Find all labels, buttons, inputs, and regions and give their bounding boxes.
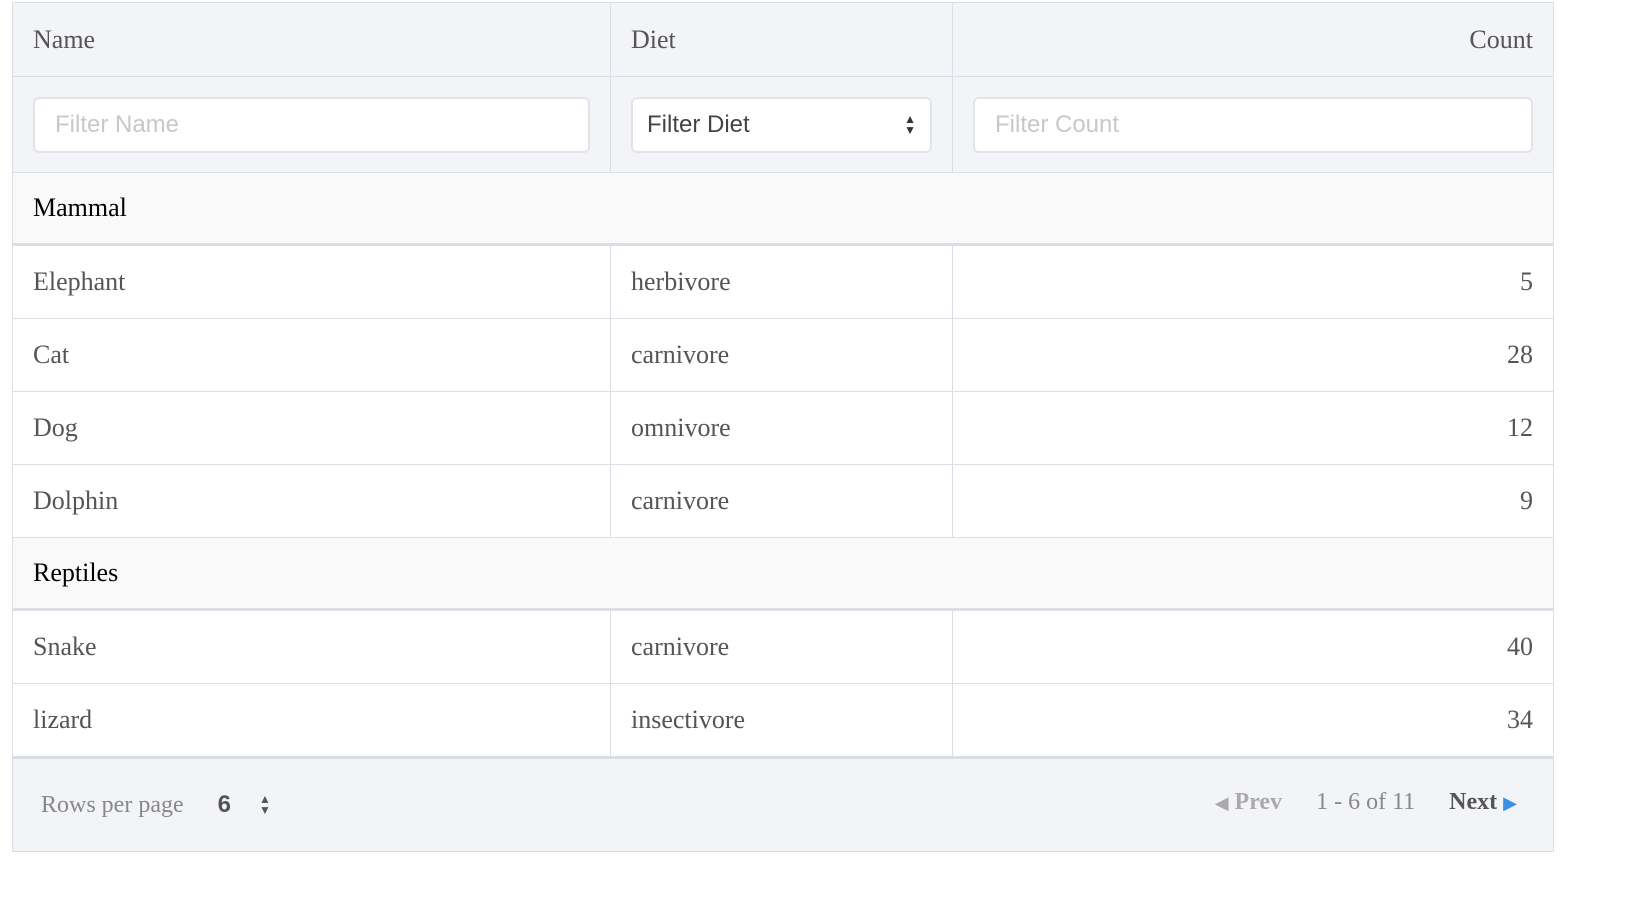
pagination-footer: Rows per page 6 ▲ ▼ ◀ Prev 1 - 6 of 11 Nex… xyxy=(13,756,1553,851)
rows-per-page-select[interactable]: 6 ▲ ▼ xyxy=(218,791,271,819)
table-row[interactable]: Dog omnivore 12 xyxy=(13,392,1553,465)
cell-name: lizard xyxy=(13,684,611,756)
select-arrows-icon: ▲ ▼ xyxy=(259,792,271,817)
caret-left-icon: ◀ xyxy=(1214,792,1229,813)
table-row[interactable]: Elephant herbivore 5 xyxy=(13,246,1553,319)
rows-per-page-value: 6 xyxy=(217,791,231,818)
page-range: 1 - 6 of 11 xyxy=(1316,788,1416,815)
group-label: Mammal xyxy=(33,193,127,222)
cell-name: Elephant xyxy=(13,246,611,318)
cell-count: 5 xyxy=(1520,267,1533,296)
data-table: Name Diet Count Filter Diet ▲▼ Mammal Elep… xyxy=(12,2,1554,852)
filter-diet-value: Filter Diet xyxy=(647,110,750,138)
table-row[interactable]: Cat carnivore 28 xyxy=(13,319,1553,392)
group-row: Reptiles xyxy=(13,538,1553,611)
cell-diet: carnivore xyxy=(611,319,953,391)
group-row: Mammal xyxy=(13,173,1553,246)
table-row[interactable]: Dolphin carnivore 9 xyxy=(13,465,1553,538)
cell-count: 9 xyxy=(1520,486,1533,515)
column-header-name[interactable]: Name xyxy=(13,3,611,76)
cell-diet: carnivore xyxy=(611,465,953,537)
cell-name: Snake xyxy=(13,611,611,683)
cell-diet: insectivore xyxy=(611,684,953,756)
column-header-count[interactable]: Count xyxy=(1469,24,1533,54)
caret-right-icon: ▶ xyxy=(1503,792,1517,813)
cell-count: 34 xyxy=(1507,705,1533,734)
next-button[interactable]: Next ▶ xyxy=(1449,788,1517,815)
cell-diet: herbivore xyxy=(611,246,953,318)
filter-row: Filter Diet ▲▼ xyxy=(13,77,1553,173)
filter-count-input[interactable] xyxy=(973,96,1533,153)
cell-name: Dolphin xyxy=(13,465,611,537)
table-row[interactable]: Snake carnivore 40 xyxy=(13,611,1553,684)
filter-name-input[interactable] xyxy=(33,96,590,153)
cell-name: Dog xyxy=(13,392,611,464)
table-row[interactable]: lizard insectivore 34 xyxy=(13,684,1553,757)
filter-diet-select[interactable]: Filter Diet ▲ ▼ xyxy=(631,96,932,153)
cell-diet: omnivore xyxy=(611,392,953,464)
group-label: Reptiles xyxy=(33,558,119,587)
cell-count: 40 xyxy=(1507,632,1533,661)
prev-button[interactable]: ◀ Prev xyxy=(1214,788,1283,815)
cell-count: 12 xyxy=(1507,413,1533,442)
cell-name: Cat xyxy=(13,319,611,391)
rows-per-page-label: Rows per page xyxy=(41,791,184,818)
select-arrows-icon: ▲ ▼ xyxy=(904,111,916,137)
header-row: Name Diet Count xyxy=(13,3,1553,77)
cell-count: 28 xyxy=(1507,340,1533,369)
column-header-diet[interactable]: Diet xyxy=(611,3,953,76)
cell-diet: carnivore xyxy=(611,611,953,683)
